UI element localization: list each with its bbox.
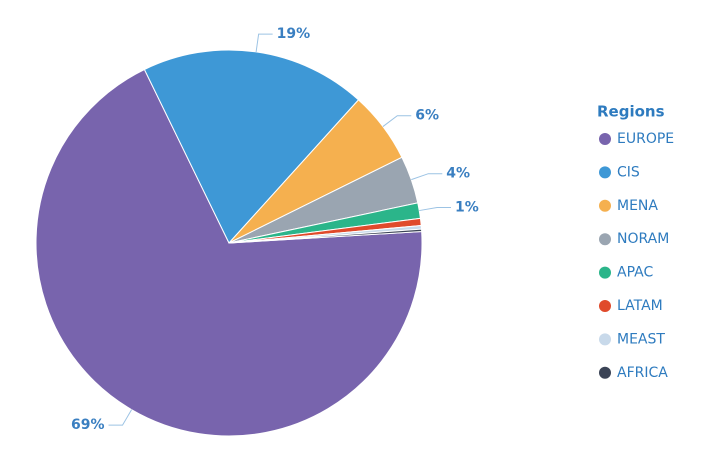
legend-marker — [599, 166, 611, 179]
data-label: 19% — [277, 26, 311, 42]
legend-marker — [599, 233, 611, 246]
data-label: 4% — [446, 166, 470, 182]
legend-label: CIS — [617, 164, 640, 180]
connector — [255, 33, 273, 52]
legend-label: MEAST — [617, 331, 665, 347]
connector — [108, 409, 133, 426]
connector — [419, 207, 451, 212]
data-label: 69% — [71, 417, 105, 433]
legend-label: APAC — [617, 265, 653, 281]
legend-label: MENA — [617, 198, 658, 214]
data-label: 1% — [455, 200, 479, 216]
legend-marker — [599, 199, 611, 212]
legend-title: Regions — [597, 103, 665, 121]
legend-marker — [599, 300, 611, 312]
connector — [382, 115, 412, 127]
legend-label: NORAM — [617, 231, 669, 247]
legend-label: LATAM — [617, 298, 663, 314]
legend-marker — [599, 366, 611, 379]
legend-marker — [599, 266, 611, 279]
legend-label: AFRICA — [617, 365, 668, 381]
legend-label: EUROPE — [617, 131, 674, 147]
data-label: 6% — [415, 108, 439, 124]
legend-marker — [599, 333, 611, 346]
pie-slice — [228, 228, 423, 244]
pie-slice — [143, 49, 360, 244]
legend-marker — [599, 133, 611, 145]
connector — [411, 173, 443, 181]
